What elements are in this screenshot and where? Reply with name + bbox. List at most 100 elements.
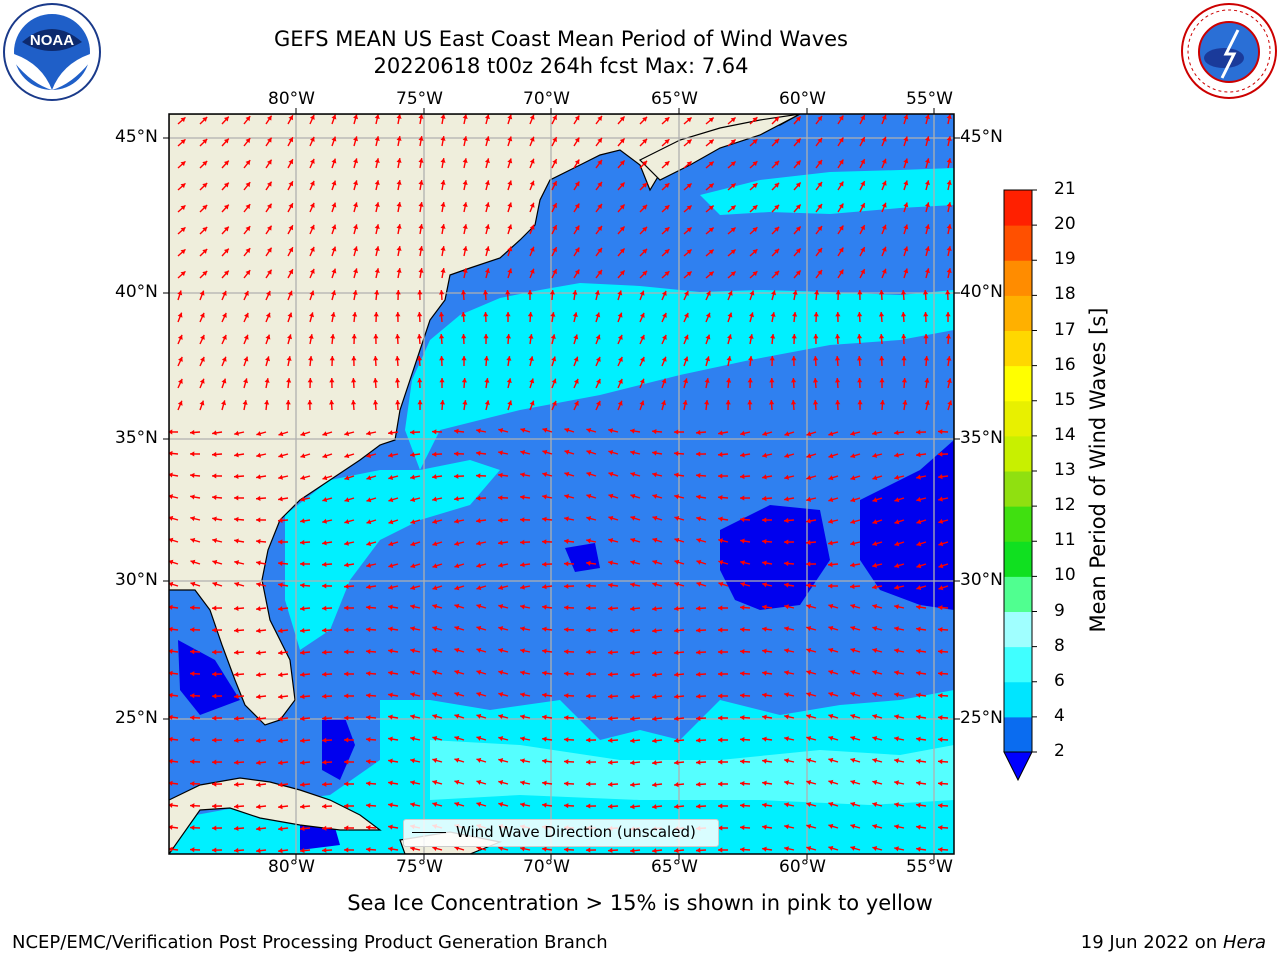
wind-wave-arrow-head	[212, 715, 217, 721]
wind-wave-arrow-head	[879, 356, 885, 361]
wind-wave-arrow-head	[484, 224, 490, 230]
wind-wave-arrow-head	[264, 378, 270, 383]
wind-wave-arrow-head	[872, 584, 877, 590]
wind-wave-arrow-head	[879, 290, 885, 295]
wind-wave-arrow-head	[394, 378, 401, 383]
land-cuba	[169, 777, 382, 854]
wind-wave-arrow-head	[608, 515, 614, 521]
wind-wave-arrow-head	[597, 159, 602, 165]
wind-wave-arrow-head	[498, 758, 504, 764]
wind-wave-arrow-head	[309, 246, 315, 252]
colorbar-tick-label: 10	[1054, 565, 1076, 586]
wind-wave-arrow-head	[267, 159, 272, 165]
wind-wave-arrow-head	[344, 605, 349, 611]
wind-wave-arrow-head	[180, 117, 186, 123]
wind-wave-arrow-head	[916, 563, 922, 569]
wind-wave-arrow-head	[642, 248, 648, 254]
wind-wave-arrow-head	[331, 158, 337, 164]
wind-wave-arrow-head	[410, 736, 416, 742]
wind-wave-arrow-head	[617, 400, 623, 406]
wind-wave-arrow-head	[242, 400, 248, 405]
wind-wave-arrow-head	[762, 474, 767, 480]
colorbar-tick-label: 14	[1054, 424, 1076, 445]
wind-wave-arrow-head	[520, 780, 525, 786]
wind-wave-arrow-head	[244, 312, 249, 318]
wind-wave-arrow-head	[806, 561, 811, 567]
wind-wave-arrow-head	[221, 290, 227, 296]
lat-tick-right-40n: 40°N	[960, 282, 1003, 302]
map-subtitle: 20220618 t00z 264h fcst Max: 7.64	[373, 54, 749, 78]
wind-wave-arrow-head	[264, 400, 270, 405]
wind-wave-arrow-head	[410, 452, 415, 458]
wind-wave-arrow-head	[924, 202, 930, 208]
wind-wave-arrow-head	[806, 496, 812, 502]
wind-wave-arrow-head	[564, 449, 570, 455]
lon-tick-top-65w: 65°W	[651, 89, 698, 109]
wind-wave-arrow-head	[462, 246, 468, 251]
wind-wave-arrow-head	[784, 824, 789, 830]
wind-wave-arrow-head	[718, 781, 723, 787]
wind-wave-arrow-head	[586, 803, 591, 809]
colorbar-segment	[1004, 716, 1032, 753]
wind-wave-arrow-head	[169, 626, 173, 632]
wind-wave-arrow-head	[642, 138, 648, 144]
wind-wave-arrow-head	[432, 563, 438, 569]
wind-wave-arrow-head	[344, 759, 349, 765]
wind-wave-arrow-head	[916, 604, 921, 610]
lon-tick-bottom-75w: 75°W	[396, 857, 443, 877]
wind-wave-arrow-head	[597, 203, 602, 209]
wind-wave-arrow-head	[652, 537, 658, 543]
wind-wave-arrow-head	[828, 603, 834, 609]
wind-wave-arrow-head	[410, 714, 416, 720]
wind-wave-arrow-head	[730, 183, 736, 189]
wind-wave-arrow-head	[813, 334, 819, 339]
wind-wave-arrow-head	[938, 541, 944, 547]
wind-wave-arrow-head	[366, 692, 371, 699]
wind-wave-arrow-head	[256, 606, 261, 612]
wind-wave-arrow-head	[309, 224, 315, 230]
wind-wave-arrow-head	[881, 158, 887, 164]
wind-wave-arrow-head	[696, 429, 701, 436]
wind-wave-arrow-head	[770, 312, 776, 317]
wind-wave-arrow-head	[322, 803, 327, 809]
lon-tick-top-55w: 55°W	[906, 89, 953, 109]
wind-wave-arrow-head	[520, 846, 525, 852]
wind-wave-arrow-head	[350, 400, 357, 405]
wind-wave-arrow-head	[169, 450, 173, 457]
wind-wave-arrow-head	[784, 582, 789, 588]
wind-wave-arrow-head	[850, 779, 856, 785]
wind-wave-arrow-head	[353, 202, 359, 208]
colorbar-tick-label: 12	[1054, 495, 1076, 516]
wind-wave-arrow-head	[752, 249, 758, 255]
wind-wave-arrow-head	[752, 161, 758, 167]
wind-wave-arrow-head	[169, 648, 173, 654]
wind-wave-arrow-head	[860, 225, 865, 231]
colorbar-tick-label: 6	[1054, 670, 1065, 691]
wind-wave-arrow-head	[762, 802, 767, 808]
wind-wave-arrow-head	[924, 378, 930, 383]
wind-wave-arrow-head	[223, 270, 229, 276]
wind-wave-arrow-head	[769, 378, 775, 383]
lon-tick-bottom-65w: 65°W	[651, 857, 698, 877]
wind-wave-arrow-head	[806, 736, 812, 741]
wind-wave-arrow-head	[586, 847, 591, 853]
wind-wave-arrow-head	[740, 538, 745, 544]
wind-wave-arrow-head	[945, 334, 951, 339]
wind-wave-arrow-head	[664, 271, 670, 277]
wind-wave-arrow-head	[234, 847, 239, 854]
wind-wave-arrow-head	[374, 246, 380, 251]
wind-wave-arrow-head	[366, 846, 371, 853]
wind-wave-arrow-head	[351, 378, 357, 383]
wind-wave-arrow-head	[812, 400, 819, 405]
wind-wave-arrow-head	[498, 562, 503, 568]
wind-wave-arrow-head	[278, 650, 283, 656]
wind-wave-arrows	[169, 114, 953, 854]
wind-wave-arrow-head	[608, 428, 614, 434]
wind-wave-arrow-head	[300, 694, 305, 700]
wind-wave-arrow-head	[366, 758, 371, 765]
wind-wave-arrow-head	[202, 183, 208, 188]
wind-wave-arrow-head	[674, 472, 679, 478]
wind-wave-arrow-head	[245, 204, 251, 210]
wind-wave-arrow-head	[460, 290, 467, 295]
wind-wave-arrow-head	[686, 117, 692, 123]
